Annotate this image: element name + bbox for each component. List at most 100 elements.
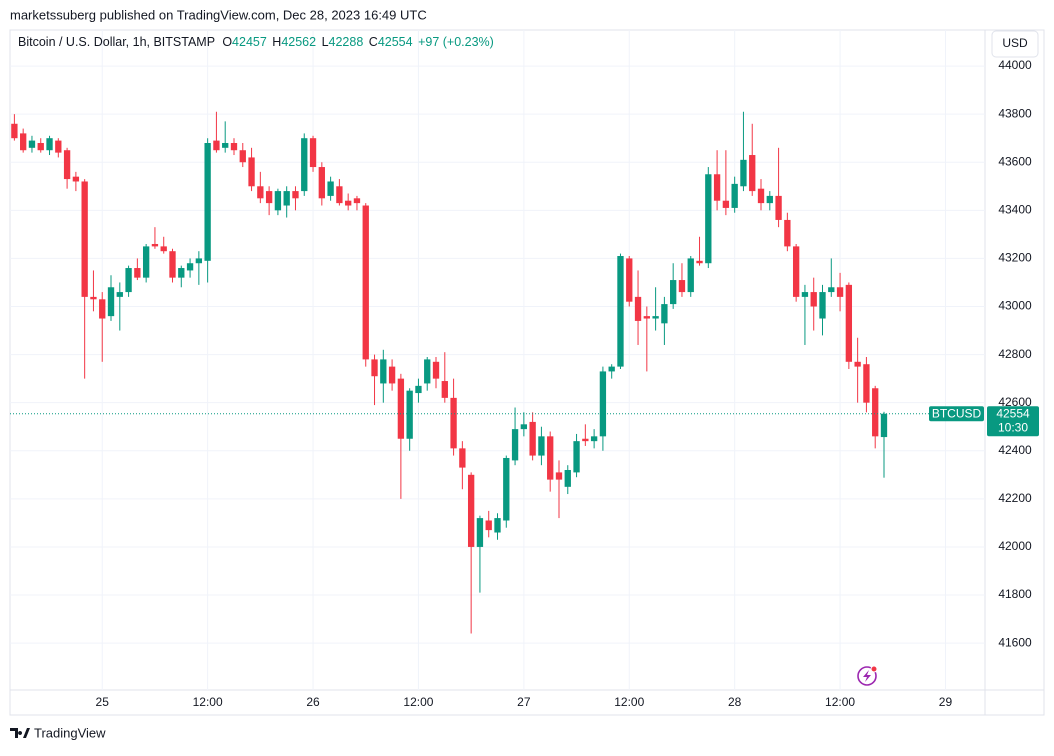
x-tick-label: 12:00 bbox=[614, 695, 644, 709]
candle-body bbox=[178, 268, 185, 278]
candle-body bbox=[318, 167, 325, 199]
candle-body bbox=[239, 150, 246, 163]
y-tick-label: 41600 bbox=[998, 635, 1032, 649]
x-tick-label: 12:00 bbox=[825, 695, 855, 709]
candle-body bbox=[11, 123, 18, 139]
candle-body bbox=[63, 150, 71, 180]
candle-body bbox=[652, 316, 659, 319]
candle-body bbox=[309, 138, 317, 168]
candle-body bbox=[863, 364, 870, 403]
symbol: Bitcoin / U.S. Dollar, 1h, BITSTAMP bbox=[18, 35, 215, 49]
h-label: H bbox=[272, 35, 281, 49]
candle-body bbox=[608, 366, 615, 372]
l-value: 42288 bbox=[329, 35, 364, 49]
candle-body bbox=[230, 143, 238, 151]
candle-body bbox=[696, 260, 703, 264]
candle-body bbox=[397, 378, 405, 439]
candle-body bbox=[687, 258, 694, 293]
candle-body bbox=[327, 181, 334, 196]
x-tick-label: 29 bbox=[939, 695, 953, 709]
candle-body bbox=[292, 191, 299, 199]
candle-body bbox=[274, 191, 282, 211]
candle-body bbox=[406, 390, 413, 439]
candle-body bbox=[626, 258, 633, 302]
candle-body bbox=[222, 143, 229, 148]
candle-body bbox=[459, 448, 466, 468]
y-tick-label: 43000 bbox=[998, 299, 1032, 313]
candle-body bbox=[90, 296, 97, 300]
candle-body bbox=[388, 366, 396, 384]
countdown: 10:30 bbox=[998, 420, 1028, 434]
candle-body bbox=[28, 140, 36, 148]
x-tick-label: 26 bbox=[306, 695, 320, 709]
h-value: 42562 bbox=[281, 35, 316, 49]
c-value: 42554 bbox=[378, 35, 413, 49]
candle-body bbox=[828, 287, 835, 293]
candle-body bbox=[784, 219, 791, 247]
candle-body bbox=[160, 246, 167, 252]
candle-body bbox=[432, 361, 440, 379]
candle-body bbox=[107, 287, 115, 317]
candle-body bbox=[72, 176, 80, 182]
candle-body bbox=[450, 397, 457, 449]
candle-body bbox=[836, 287, 844, 297]
candle-body bbox=[670, 280, 677, 305]
candle-body bbox=[555, 472, 563, 480]
candle-body bbox=[880, 413, 888, 438]
candle-body bbox=[248, 157, 255, 187]
currency[interactable]: USD bbox=[1002, 36, 1028, 50]
candle-body bbox=[415, 385, 422, 394]
x-tick-label: 12:00 bbox=[403, 695, 433, 709]
y-tick-label: 42000 bbox=[998, 539, 1032, 553]
candle-body bbox=[116, 292, 123, 297]
change: +97 (+0.23%) bbox=[418, 35, 494, 49]
candle-body bbox=[705, 174, 712, 264]
candle-body bbox=[99, 299, 106, 319]
candle-body bbox=[757, 188, 765, 204]
candle-body bbox=[353, 198, 361, 204]
candle-body bbox=[819, 292, 826, 319]
candle-body bbox=[151, 243, 159, 247]
currency-button[interactable] bbox=[991, 30, 1039, 58]
candle-body bbox=[529, 421, 536, 456]
o-value: 42457 bbox=[232, 35, 267, 49]
flash-icon bbox=[857, 665, 878, 686]
candle-body bbox=[547, 436, 554, 480]
price-label: 42554 bbox=[996, 406, 1030, 420]
candle-body bbox=[380, 359, 387, 384]
candle-body bbox=[81, 181, 88, 297]
frame bbox=[9, 29, 1045, 716]
candle-body bbox=[265, 191, 273, 204]
ticker-label: BTCUSD bbox=[932, 406, 982, 420]
candle-body bbox=[775, 195, 782, 220]
candle-body bbox=[503, 457, 510, 521]
candle-body bbox=[713, 174, 721, 201]
candle-body bbox=[424, 359, 431, 384]
candle-body bbox=[634, 296, 642, 321]
candle-body bbox=[792, 246, 800, 297]
candle-body bbox=[485, 520, 492, 531]
candle-body bbox=[467, 474, 475, 547]
candle-body bbox=[582, 438, 589, 442]
candle-body bbox=[169, 251, 176, 278]
candle-body bbox=[186, 263, 194, 271]
price-box bbox=[987, 406, 1039, 437]
candle-body bbox=[731, 183, 738, 208]
candle-body bbox=[590, 436, 598, 442]
candle-body bbox=[195, 258, 203, 264]
candle-body bbox=[125, 268, 132, 293]
candle-body bbox=[854, 361, 861, 367]
candle-body bbox=[678, 280, 686, 293]
candle-body bbox=[213, 140, 220, 151]
ticker-box bbox=[929, 406, 984, 422]
candle-body bbox=[520, 424, 528, 430]
y-tick-label: 44000 bbox=[998, 58, 1032, 72]
candle-body bbox=[301, 138, 308, 192]
candle-body bbox=[494, 518, 501, 533]
candle-body bbox=[810, 292, 817, 307]
y-tick-label: 43600 bbox=[998, 154, 1032, 168]
publisher: marketssuberg published on TradingView.c… bbox=[10, 7, 427, 22]
c-label: C bbox=[369, 35, 378, 49]
